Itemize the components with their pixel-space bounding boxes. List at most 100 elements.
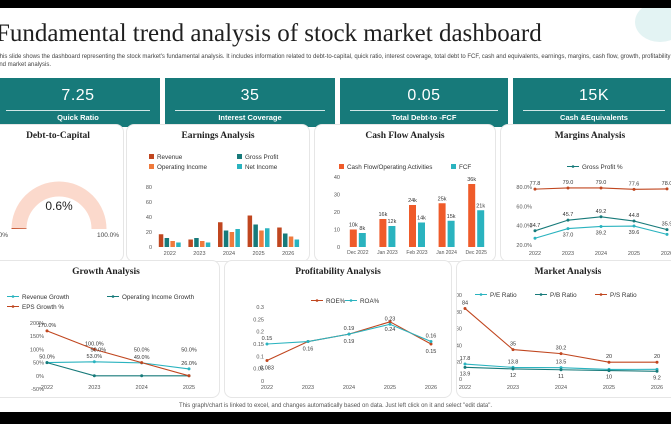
data-point bbox=[265, 342, 269, 346]
data-label: 13.9 bbox=[460, 371, 471, 377]
data-label: 0.15 bbox=[426, 349, 437, 355]
x-tick-label: 2022 bbox=[529, 251, 541, 257]
x-tick-label: 2024 bbox=[223, 251, 235, 257]
data-label: 77.8 bbox=[530, 181, 541, 187]
bar bbox=[205, 242, 211, 247]
x-tick-label: 2025 bbox=[603, 385, 615, 391]
data-point bbox=[665, 232, 669, 236]
y-tick-label: 0.3 bbox=[256, 305, 264, 311]
y-tick-label: 40 bbox=[146, 215, 152, 221]
y-tick-label: 30 bbox=[334, 193, 340, 199]
y-tick-label: 20.0% bbox=[516, 243, 532, 249]
legend-label: Gross Profit bbox=[245, 154, 278, 161]
footer-note: This graph/chart is linked to excel, and… bbox=[178, 403, 493, 409]
kpi-label: Total Debt-to -FCF bbox=[391, 113, 457, 122]
legend-label: Operating Income Growth bbox=[122, 294, 195, 301]
data-point bbox=[559, 368, 563, 372]
gauge-min-label: 0.0% bbox=[0, 232, 8, 239]
bar bbox=[158, 234, 164, 247]
x-tick-label: 2023 bbox=[562, 251, 574, 257]
x-tick-label: 2024 bbox=[555, 385, 567, 391]
x-tick-label: 2022 bbox=[164, 251, 176, 257]
data-label: 53.0% bbox=[87, 354, 103, 360]
data-label: 84 bbox=[462, 300, 468, 306]
data-label: 0.23 bbox=[385, 316, 396, 322]
y-tick-label: 10 bbox=[334, 228, 340, 234]
cash-flow-bar-chart: Cash Flow/Operating Activities FCF 0 10 20 30… bbox=[334, 164, 487, 256]
bar-data-label: 25k bbox=[438, 196, 447, 202]
x-tick-label: Jan 2024 bbox=[436, 250, 457, 256]
data-point bbox=[566, 227, 570, 231]
data-label: 10 bbox=[606, 375, 612, 381]
data-label: 78.0 bbox=[662, 181, 671, 187]
bar bbox=[253, 224, 258, 247]
data-label: 13.8 bbox=[508, 359, 519, 365]
bar bbox=[294, 239, 300, 247]
data-label: 0.19 bbox=[344, 326, 355, 332]
x-tick-label: 2022 bbox=[459, 385, 471, 391]
legend-label: P/B Ratio bbox=[550, 292, 577, 299]
bar-data-label: 16k bbox=[378, 212, 387, 218]
bar bbox=[164, 238, 170, 247]
data-point bbox=[45, 361, 49, 365]
y-tick-label: 20 bbox=[457, 360, 462, 366]
data-point bbox=[388, 320, 392, 324]
gauge-max-label: 100.0% bbox=[97, 232, 119, 239]
card-title: Growth Analysis bbox=[72, 267, 140, 277]
page-title: Fundamental trend analysis of stock mark… bbox=[0, 20, 542, 47]
legend-swatch bbox=[149, 154, 154, 159]
bar bbox=[388, 226, 396, 247]
data-label: 0.16 bbox=[303, 347, 314, 353]
bar bbox=[468, 184, 476, 247]
data-point bbox=[187, 367, 191, 371]
data-label: 0.16 bbox=[426, 334, 437, 340]
legend-marker bbox=[539, 293, 543, 296]
market-line-chart: P/E Ratio P/B Ratio P/S Ratio 0 20 40 60 80 100 1… bbox=[457, 292, 663, 391]
data-label: 17.8 bbox=[460, 356, 471, 362]
legend-swatch bbox=[237, 154, 242, 159]
y-tick-label: 100 bbox=[457, 293, 462, 299]
legend-swatch bbox=[451, 164, 456, 169]
bar bbox=[288, 236, 294, 247]
y-tick-label: 100% bbox=[30, 347, 44, 353]
legend-marker bbox=[571, 165, 575, 168]
data-label: 12 bbox=[510, 373, 516, 379]
legend-label: Revenue Growth bbox=[22, 294, 70, 301]
data-point bbox=[347, 332, 351, 336]
y-tick-label: 150% bbox=[30, 334, 44, 340]
kpi-divider bbox=[350, 110, 498, 111]
data-point bbox=[533, 236, 537, 240]
legend-label: Net Income bbox=[245, 164, 278, 171]
data-label: 44.8 bbox=[629, 213, 640, 219]
x-tick-label: 2026 bbox=[425, 385, 437, 391]
bar bbox=[265, 228, 270, 247]
data-label: 34.7 bbox=[530, 223, 541, 229]
card-growth-analysis: Growth Analysis Revenue Growth Operating … bbox=[0, 260, 220, 398]
bar bbox=[218, 222, 223, 247]
data-label: 11 bbox=[558, 374, 564, 380]
card-title: Cash Flow Analysis bbox=[365, 131, 445, 141]
data-point bbox=[655, 360, 659, 364]
bar bbox=[247, 215, 253, 247]
data-point bbox=[265, 359, 269, 363]
series-line bbox=[46, 330, 190, 377]
y-tick-label: 20 bbox=[146, 230, 152, 236]
data-point bbox=[559, 366, 563, 370]
data-label: 100.0% bbox=[85, 341, 104, 347]
legend-marker bbox=[11, 305, 15, 308]
y-tick-label: 60.0% bbox=[516, 204, 532, 210]
bar bbox=[418, 222, 425, 247]
data-point bbox=[92, 347, 96, 351]
bar bbox=[349, 229, 357, 247]
data-point bbox=[559, 352, 563, 356]
data-label: 35.9 bbox=[662, 222, 671, 228]
legend-label: ROA% bbox=[360, 298, 380, 305]
x-tick-label: 2024 bbox=[343, 385, 355, 391]
data-point bbox=[566, 218, 570, 222]
annotation-label: 50.0% bbox=[91, 347, 107, 353]
y-tick-label: 0 bbox=[149, 245, 152, 251]
data-point bbox=[632, 219, 636, 223]
y-tick-label: 0.05 bbox=[253, 367, 264, 373]
legend-swatch bbox=[339, 164, 344, 169]
legend-swatch bbox=[149, 164, 154, 169]
